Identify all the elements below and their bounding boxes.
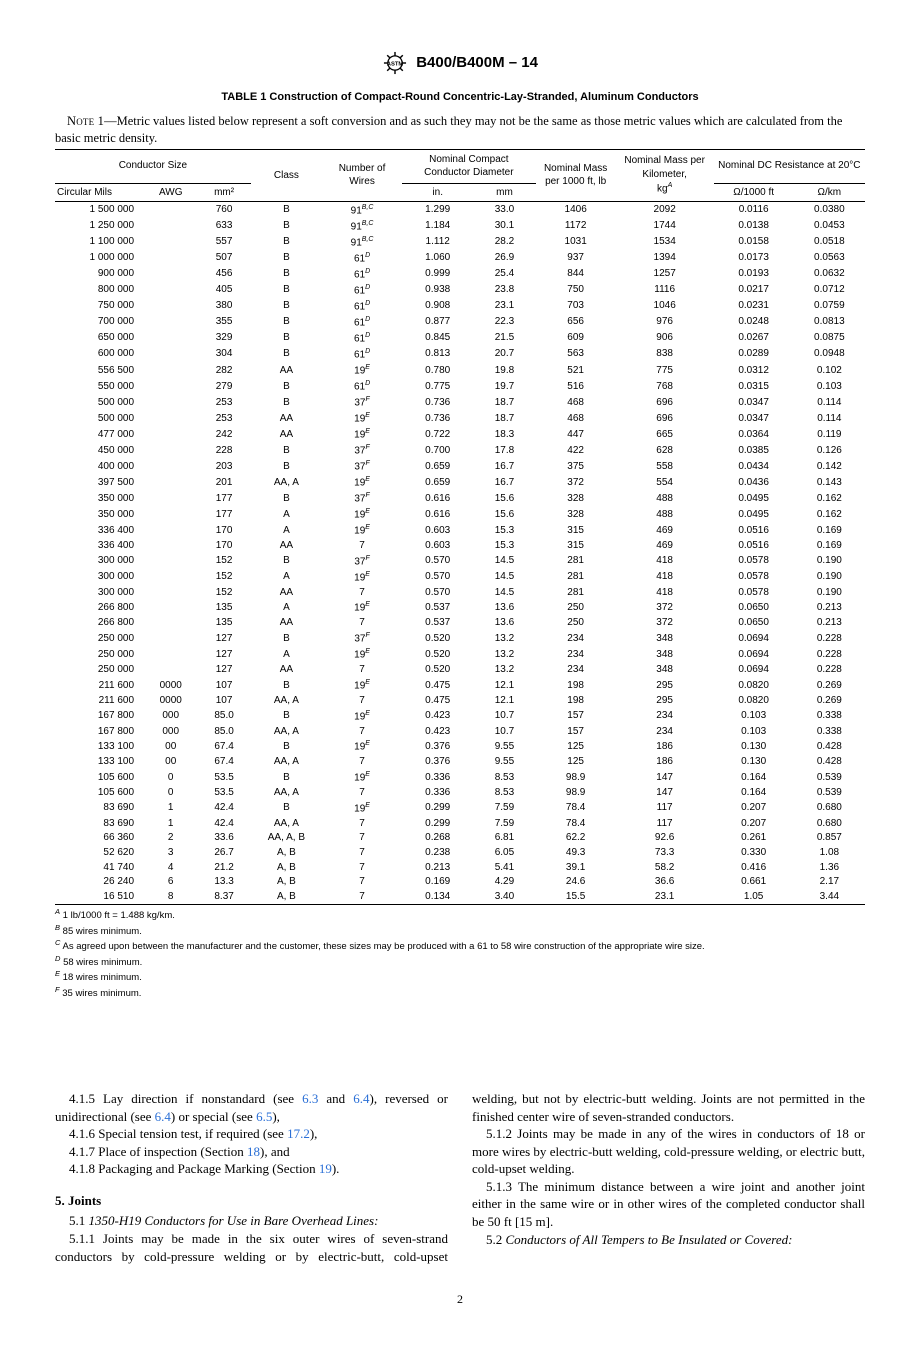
table-row: 167 80000085.0AA, A70.42310.71572340.103…	[55, 724, 865, 739]
note-text: —Metric values listed below represent a …	[55, 114, 842, 145]
footnote-a: A 1 lb/1000 ft = 1.488 kg/km.	[55, 907, 865, 923]
note-label: Note 1	[67, 114, 104, 128]
table-row: 16 51088.37A, B70.1343.4015.523.11.053.4…	[55, 890, 865, 905]
section-5-head: 5. Joints	[55, 1192, 448, 1210]
table-row: 500 000253B37F0.73618.74686960.03470.114	[55, 394, 865, 410]
p-51: 5.1 5.1 1350-H19 Conductors for Use in B…	[55, 1212, 448, 1230]
body-text: 4.1.5 Lay direction if nonstandard (see …	[55, 1090, 865, 1265]
th-in: in.	[402, 183, 473, 202]
th-conductor-size: Conductor Size	[55, 149, 251, 183]
footnote-b: B 85 wires minimum.	[55, 923, 865, 939]
table-row: 83 690142.4AA, A70.2997.5978.41170.2070.…	[55, 816, 865, 831]
table-row: 105 600053.5AA, A70.3368.5398.91470.1640…	[55, 785, 865, 800]
table-row: 336 400170AA70.60315.33154690.05160.169	[55, 538, 865, 553]
table-row: 450 000228B37F0.70017.84226280.03850.126	[55, 442, 865, 458]
astm-logo-icon: ASTM	[382, 50, 408, 76]
table-row: 300 000152B37F0.57014.52814180.05780.190	[55, 553, 865, 569]
data-table: Conductor Size Class Number of Wires Nom…	[55, 149, 865, 906]
p-52: 5.2 Conductors of All Tempers to Be Insu…	[472, 1231, 865, 1249]
table-row: 133 1000067.4B19E0.3769.551251860.1300.4…	[55, 739, 865, 755]
page-number: 2	[55, 1291, 865, 1307]
th-awg: AWG	[144, 183, 197, 202]
table-row: 800 000405B61D0.93823.875011160.02170.07…	[55, 282, 865, 298]
table-row: 41 740421.2A, B70.2135.4139.158.20.4161.…	[55, 860, 865, 875]
table-row: 266 800135AA70.53713.62503720.06500.213	[55, 616, 865, 631]
p-513: 5.1.3 The minimum distance between a wir…	[472, 1178, 865, 1231]
doc-designation: B400/B400M – 14	[416, 54, 538, 71]
footnote-f: F 35 wires minimum.	[55, 985, 865, 1001]
table-title: TABLE 1 Construction of Compact-Round Co…	[55, 90, 865, 105]
table-row: 83 690142.4B19E0.2997.5978.41170.2070.68…	[55, 800, 865, 816]
footnote-d: D 58 wires minimum.	[55, 954, 865, 970]
th-oft: Ω/1000 ft	[714, 183, 794, 202]
th-num-wires: Number of Wires	[322, 149, 402, 202]
th-cm: Circular Mils	[55, 183, 144, 202]
p-415: 4.1.5 Lay direction if nonstandard (see …	[55, 1090, 448, 1125]
p-417: 4.1.7 Place of inspection (Section 18), …	[55, 1143, 448, 1161]
table-row: 133 1000067.4AA, A70.3769.551251860.1300…	[55, 755, 865, 770]
table-row: 750 000380B61D0.90823.170310460.02310.07…	[55, 298, 865, 314]
table-footnotes: A 1 lb/1000 ft = 1.488 kg/km. B 85 wires…	[55, 907, 865, 1000]
table-row: 550 000279B61D0.77519.75167680.03150.103	[55, 378, 865, 394]
table-row: 900 000456B61D0.99925.484412570.01930.06…	[55, 266, 865, 282]
footnote-e: E 18 wires minimum.	[55, 969, 865, 985]
p-416: 4.1.6 Special tension test, if required …	[55, 1125, 448, 1143]
th-nom-dc: Nominal DC Resistance at 20°C	[714, 149, 865, 183]
table-row: 105 600053.5B19E0.3368.5398.91470.1640.5…	[55, 769, 865, 785]
th-mass-km: Nominal Mass per Kilometer, kgA	[616, 149, 714, 202]
p-512: 5.1.2 Joints may be made in any of the w…	[472, 1125, 865, 1178]
svg-text:ASTM: ASTM	[387, 62, 404, 68]
th-mass-ft: Nominal Mass per 1000 ft, lb	[536, 149, 616, 202]
table-row: 26 240613.3A, B70.1694.2924.636.60.6612.…	[55, 875, 865, 890]
table-row: 1 100 000557B91B,C1.11228.2103115340.015…	[55, 234, 865, 250]
table-row: 336 400170A19E0.60315.33154690.05160.169	[55, 522, 865, 538]
table-row: 266 800135A19E0.53713.62503720.06500.213	[55, 600, 865, 616]
table-row: 250 000127A19E0.52013.22343480.06940.228	[55, 647, 865, 663]
table-row: 600 000304B61D0.81320.75638380.02890.094…	[55, 346, 865, 362]
table-row: 250 000127AA70.52013.22343480.06940.228	[55, 663, 865, 678]
table-row: 211 6000000107AA, A70.47512.11982950.082…	[55, 693, 865, 708]
table-row: 211 6000000107B19E0.47512.11982950.08200…	[55, 677, 865, 693]
table-row: 300 000152A19E0.57014.52814180.05780.190	[55, 569, 865, 585]
table-row: 1 250 000633B91B,C1.18430.1117217440.013…	[55, 218, 865, 234]
th-mm: mm	[473, 183, 535, 202]
table-row: 500 000253AA19E0.73618.74686960.03470.11…	[55, 410, 865, 426]
table-row: 700 000355B61D0.87722.36569760.02480.081…	[55, 314, 865, 330]
table-row: 300 000152AA70.57014.52814180.05780.190	[55, 585, 865, 600]
table-row: 400 000203B37F0.65916.73755580.04340.142	[55, 458, 865, 474]
table-row: 556 500282AA19E0.78019.85217750.03120.10…	[55, 362, 865, 378]
table-row: 477 000242AA19E0.72218.34476650.03640.11…	[55, 426, 865, 442]
table-row: 1 000 000507B61D1.06026.993713940.01730.…	[55, 250, 865, 266]
table-row: 66 360233.6AA, A, B70.2686.8162.292.60.2…	[55, 831, 865, 846]
table-row: 250 000127B37F0.52013.22343480.06940.228	[55, 631, 865, 647]
table-row: 167 80000085.0B19E0.42310.71572340.1030.…	[55, 708, 865, 724]
th-okm: Ω/km	[794, 183, 865, 202]
table-note: Note 1—Metric values listed below repres…	[55, 113, 865, 147]
table-row: 350 000177B37F0.61615.63284880.04950.162	[55, 490, 865, 506]
table-row: 397 500201AA, A19E0.65916.73725540.04360…	[55, 474, 865, 490]
th-nom-diam: Nominal Compact Conductor Diameter	[402, 149, 536, 183]
th-class: Class	[251, 149, 322, 202]
table-row: 1 500 000760B91B,C1.29933.0140620920.011…	[55, 202, 865, 219]
table-row: 650 000329B61D0.84521.56099060.02670.087…	[55, 330, 865, 346]
p-418: 4.1.8 Packaging and Package Marking (Sec…	[55, 1160, 448, 1178]
th-mm2: mm²	[197, 183, 250, 202]
table-row: 52 620326.7A, B70.2386.0549.373.30.3301.…	[55, 845, 865, 860]
table-row: 350 000177A19E0.61615.63284880.04950.162	[55, 506, 865, 522]
doc-header: ASTM B400/B400M – 14	[55, 50, 865, 76]
footnote-c: C As agreed upon between the manufacture…	[55, 938, 865, 954]
